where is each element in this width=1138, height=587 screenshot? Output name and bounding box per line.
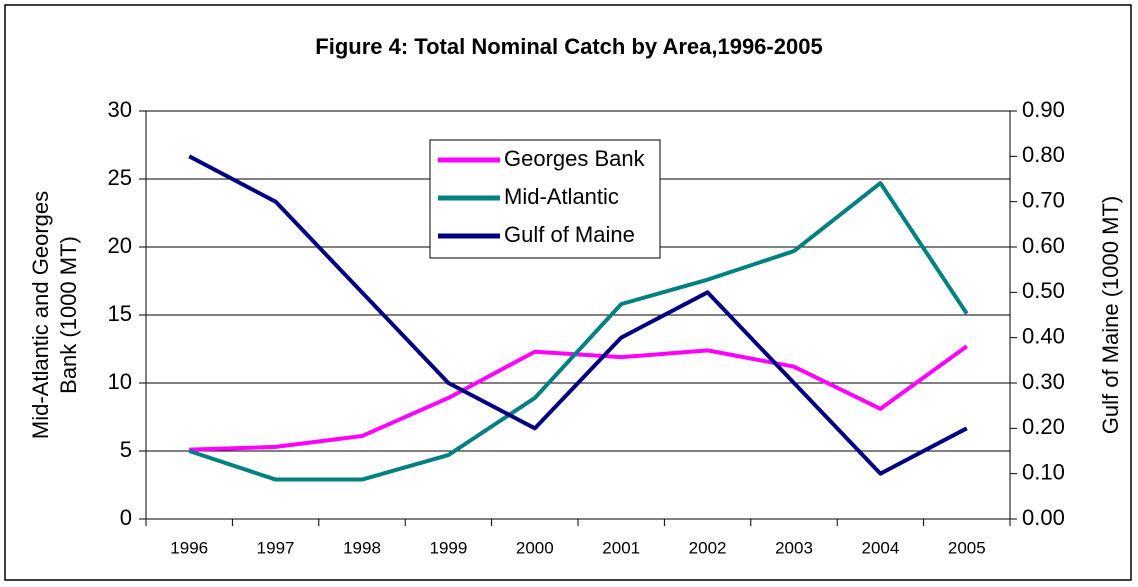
series-line — [189, 344, 968, 452]
series-line — [188, 154, 968, 476]
y2-tick-label: 0.50 — [1022, 278, 1065, 303]
y-axis-label: Mid-Atlantic and Georges — [28, 191, 53, 439]
legend-label: Mid-Atlantic — [504, 184, 619, 209]
y-tick-label: 15 — [108, 301, 132, 326]
x-tick-label: 1998 — [343, 538, 381, 557]
x-tick-label: 2001 — [602, 538, 640, 557]
y2-axis-label: Gulf of Maine (1000 MT) — [1098, 196, 1123, 434]
x-tick-label: 1999 — [429, 538, 467, 557]
y-tick-label: 10 — [108, 369, 132, 394]
y-tick-label: 20 — [108, 233, 132, 258]
y2-tick-label: 0.20 — [1022, 414, 1065, 439]
y-tick-label: 5 — [120, 437, 132, 462]
y-axis-label: Bank (1000 MT) — [56, 236, 81, 394]
y2-tick-label: 0.10 — [1022, 459, 1065, 484]
x-tick-label: 1997 — [257, 538, 295, 557]
y-tick-label: 25 — [108, 165, 132, 190]
x-tick-label: 2002 — [689, 538, 727, 557]
y2-tick-label: 0.30 — [1022, 369, 1065, 394]
x-tick-label: 2005 — [948, 538, 986, 557]
legend: Georges Bank Mid-Atlantic Gulf of Maine — [429, 139, 661, 259]
series-line — [188, 181, 969, 482]
x-tick-label: 2003 — [775, 538, 813, 557]
y-tick-label: 30 — [108, 97, 132, 122]
y2-tick-label: 0.60 — [1022, 233, 1065, 258]
legend-label: Gulf of Maine — [504, 222, 635, 247]
y2-tick-label: 0.00 — [1022, 505, 1065, 530]
y2-tick-label: 0.40 — [1022, 323, 1065, 348]
x-tick-label: 2000 — [516, 538, 554, 557]
x-tick-label: 2004 — [861, 538, 899, 557]
x-tick-label: 1996 — [170, 538, 208, 557]
y2-tick-label: 0.90 — [1022, 97, 1065, 122]
y-tick-label: 0 — [120, 505, 132, 530]
legend-label: Georges Bank — [504, 146, 646, 171]
chart-title: Figure 4: Total Nominal Catch by Area,19… — [315, 34, 822, 59]
chart-border — [4, 4, 1132, 581]
y2-tick-label: 0.70 — [1022, 187, 1065, 212]
y2-tick-label: 0.80 — [1022, 142, 1065, 167]
